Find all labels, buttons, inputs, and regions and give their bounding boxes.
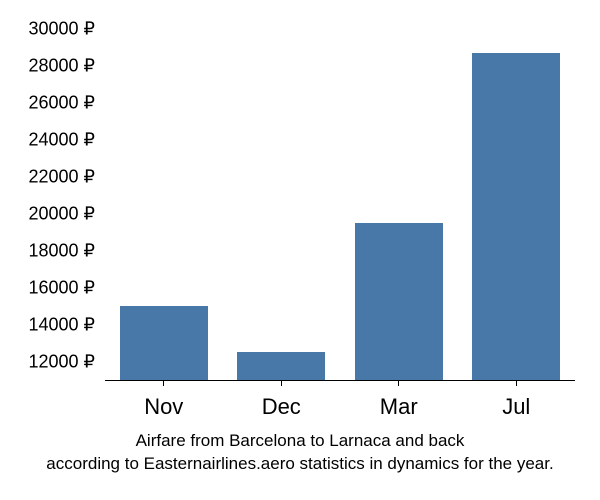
x-tick [281, 380, 282, 386]
x-tick [163, 380, 164, 386]
y-tick-label: 20000 ₽ [0, 203, 95, 224]
y-tick-label: 22000 ₽ [0, 166, 95, 187]
y-tick-label: 24000 ₽ [0, 130, 95, 151]
y-tick-label: 30000 ₽ [0, 19, 95, 40]
chart-caption: Airfare from Barcelona to Larnaca and ba… [30, 430, 570, 476]
y-tick-label: 14000 ₽ [0, 314, 95, 335]
x-tick-label: Dec [262, 394, 301, 420]
bar [120, 306, 208, 380]
bar [355, 223, 443, 380]
x-tick [398, 380, 399, 386]
x-tick [516, 380, 517, 386]
y-tick-label: 28000 ₽ [0, 56, 95, 77]
y-tick-label: 26000 ₽ [0, 93, 95, 114]
bar [237, 352, 325, 380]
x-tick-label: Jul [502, 394, 530, 420]
y-tick-label: 18000 ₽ [0, 240, 95, 261]
x-tick-label: Mar [380, 394, 418, 420]
airfare-bar-chart: Airfare from Barcelona to Larnaca and ba… [0, 0, 600, 500]
x-tick-label: Nov [144, 394, 183, 420]
y-tick-label: 16000 ₽ [0, 277, 95, 298]
y-tick-label: 12000 ₽ [0, 351, 95, 372]
bar [472, 53, 560, 380]
